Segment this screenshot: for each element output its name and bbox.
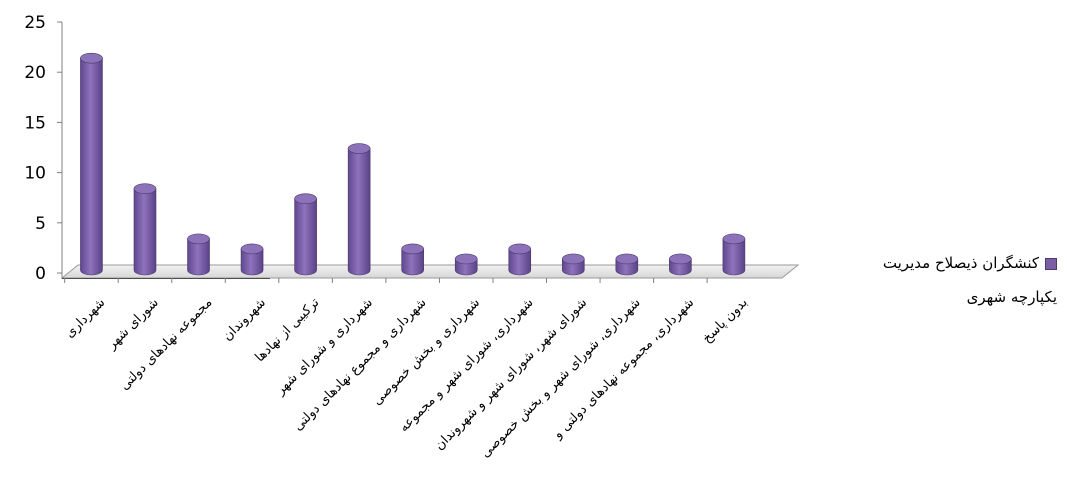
bar-top xyxy=(347,143,371,154)
bar xyxy=(508,243,532,276)
legend-swatch xyxy=(1045,257,1057,270)
bar-top xyxy=(133,183,157,194)
y-tick-label: 25 xyxy=(24,13,46,33)
bar-top xyxy=(294,193,317,205)
bar-body xyxy=(133,188,157,276)
x-tick-label: شهروندان xyxy=(220,295,269,344)
bar-body xyxy=(294,198,317,276)
bar-body xyxy=(80,57,103,276)
legend: کنشگران ذیصلاح مدیریت یکپارچه شهری xyxy=(852,246,1057,314)
y-tick-label: 20 xyxy=(24,63,46,83)
bar-top xyxy=(722,233,746,245)
bar xyxy=(454,253,478,276)
y-axis-ticks: 0 5 10 15 20 25 xyxy=(24,13,62,284)
x-tick-label: بدون پاسخ xyxy=(700,295,751,346)
bar xyxy=(347,143,371,276)
bar-top xyxy=(80,52,103,64)
x-tick-label: شورای شهر xyxy=(104,295,162,353)
bar-top xyxy=(401,243,424,255)
bar-body xyxy=(508,248,532,276)
y-tick-label: 5 xyxy=(35,214,46,234)
legend-label: کنشگران ذیصلاح مدیریت یکپارچه شهری xyxy=(882,254,1057,306)
x-tick-label: شهرداری و شورای شهر xyxy=(272,295,375,398)
bar-body xyxy=(722,238,746,276)
bar xyxy=(240,243,264,276)
bar-top xyxy=(615,253,639,265)
bar xyxy=(615,253,639,276)
bar xyxy=(187,233,210,276)
bar-top xyxy=(187,233,210,245)
bar-series xyxy=(80,52,746,276)
y-tick-label: 0 xyxy=(35,264,46,284)
bar xyxy=(80,52,103,276)
bar xyxy=(401,243,424,276)
bar xyxy=(294,193,317,276)
bar-top xyxy=(508,243,532,255)
bar xyxy=(133,183,157,276)
x-tick-label: شهرداری و بخش خصوصی xyxy=(370,295,483,408)
bar xyxy=(722,233,746,276)
x-tick-label: مجموعه نهادهای دولتی xyxy=(117,295,215,393)
bar-body xyxy=(187,238,210,276)
bar-top xyxy=(561,253,585,265)
bar-top xyxy=(454,253,478,265)
bar-body xyxy=(401,248,424,276)
bar-body xyxy=(240,248,264,276)
bar-top xyxy=(669,253,692,265)
bar xyxy=(669,253,692,276)
y-tick-label: 15 xyxy=(24,113,46,133)
bar-body xyxy=(347,148,371,276)
y-tick-label: 10 xyxy=(24,164,46,184)
x-tick-label: شهرداری xyxy=(62,295,108,341)
bar-top xyxy=(240,243,264,255)
bar xyxy=(561,253,585,276)
